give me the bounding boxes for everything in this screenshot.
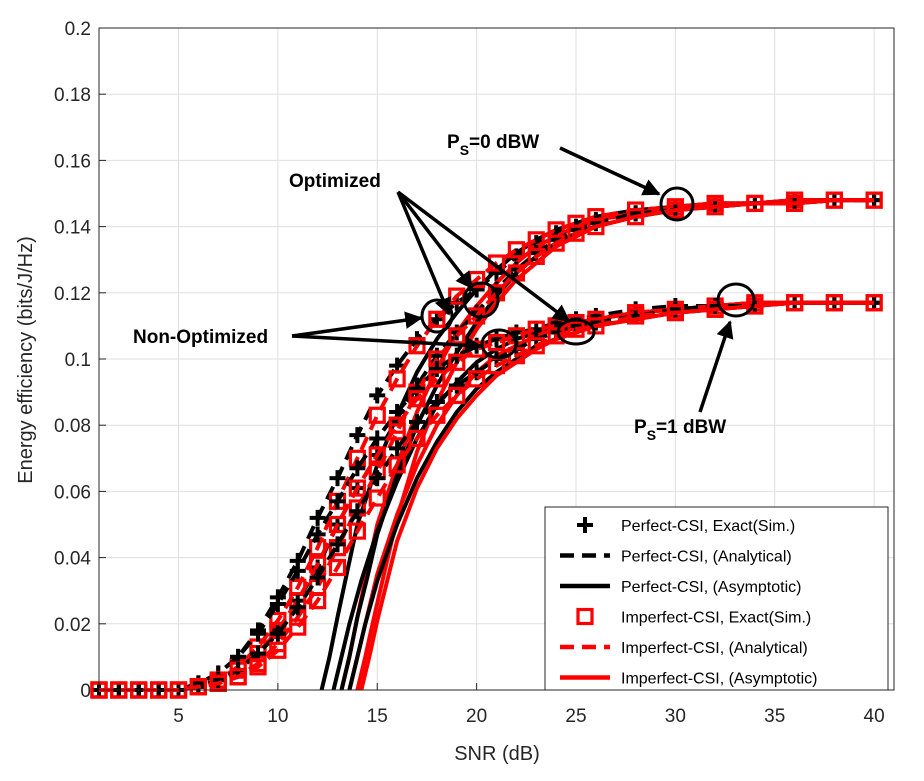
legend-label: Perfect-CSI, (Analytical) bbox=[621, 549, 792, 566]
square-marker bbox=[428, 370, 446, 388]
square-marker bbox=[368, 489, 386, 507]
series-P0-opt-line-4 bbox=[99, 198, 875, 692]
legend-label: Perfect-CSI, Exact(Sim.) bbox=[621, 518, 795, 535]
circle-ps1-right bbox=[716, 282, 756, 318]
tick-labels: 5 10 15 20 25 30 35 40 0 0.02 0.04 0.06 0.08 0.1 0.12 0… bbox=[54, 19, 885, 727]
legend-label: Imperfect-CSI, Exact(Sim.) bbox=[621, 610, 811, 627]
y-tick-label: 0.06 bbox=[54, 482, 91, 503]
y-tick-label: 0.18 bbox=[54, 85, 91, 106]
legend-item: Imperfect-CSI, (Asymptotic) bbox=[560, 671, 817, 688]
arrow-nonopt-2 bbox=[291, 334, 483, 354]
legend-item: Imperfect-CSI, (Analytical) bbox=[560, 640, 808, 657]
x-tick-label: 5 bbox=[173, 706, 184, 727]
arrow-opt-1 bbox=[396, 191, 451, 316]
square-marker bbox=[348, 479, 366, 497]
square-marker bbox=[368, 446, 386, 464]
series-P1-nonopt-line-19 bbox=[99, 300, 875, 692]
square-marker bbox=[348, 522, 366, 540]
x-tick-label: 20 bbox=[466, 706, 487, 727]
legend-item: Imperfect-CSI, Exact(Sim.) bbox=[576, 607, 811, 627]
annotation-arrows bbox=[291, 146, 734, 413]
square-marker bbox=[448, 327, 466, 345]
legend-square-marker bbox=[576, 607, 594, 626]
square-marker bbox=[229, 668, 247, 686]
x-axis-label: SNR (dB) bbox=[454, 743, 540, 765]
legend-label: Imperfect-CSI, (Asymptotic) bbox=[621, 671, 817, 688]
circle-opt-upper bbox=[462, 281, 500, 319]
annotation-non-optimized: Non-Optimized bbox=[133, 327, 268, 348]
square-marker bbox=[408, 390, 426, 408]
square-marker bbox=[269, 641, 287, 659]
annotation-optimized: Optimized bbox=[289, 171, 381, 192]
arrow-ps1 bbox=[698, 320, 734, 413]
square-marker bbox=[328, 558, 347, 577]
square-marker bbox=[388, 416, 406, 434]
y-tick-label: 0.1 bbox=[65, 350, 91, 371]
x-tick-label: 40 bbox=[864, 706, 885, 727]
square-marker bbox=[487, 333, 506, 352]
x-tick-label: 10 bbox=[267, 706, 288, 727]
series-line bbox=[99, 300, 875, 692]
y-tick-label: 0.08 bbox=[54, 416, 91, 437]
series-line bbox=[99, 300, 875, 692]
square-marker bbox=[309, 592, 327, 610]
y-tick-label: 0.02 bbox=[54, 615, 91, 636]
square-marker bbox=[448, 386, 466, 405]
series-line bbox=[99, 198, 875, 692]
square-marker bbox=[388, 456, 406, 474]
arrow-ps0 bbox=[559, 146, 661, 196]
axes-box bbox=[98, 27, 895, 691]
circle-opt-lower bbox=[556, 318, 596, 346]
square-marker bbox=[448, 353, 466, 371]
legend-label: Imperfect-CSI, (Analytical) bbox=[621, 640, 808, 657]
square-marker bbox=[388, 370, 406, 388]
legend-item: Perfect-CSI, (Asymptotic) bbox=[560, 579, 801, 596]
annotation-ps1: PS=1 dBW bbox=[634, 417, 726, 443]
arrow-opt-2 bbox=[396, 190, 474, 290]
series-P1-nonopt-line-23 bbox=[359, 300, 875, 691]
square-marker bbox=[507, 241, 525, 259]
square-marker bbox=[249, 658, 267, 676]
series-line bbox=[359, 300, 875, 691]
legend-box bbox=[544, 506, 889, 691]
y-tick-label: 0.14 bbox=[54, 218, 91, 239]
y-tick-label: 0.2 bbox=[65, 19, 91, 40]
square-marker bbox=[428, 406, 446, 424]
square-marker bbox=[468, 370, 486, 388]
annotation-ps0: PS=0 dBW bbox=[447, 132, 539, 158]
square-marker bbox=[368, 406, 386, 424]
legend-item: Perfect-CSI, Exact(Sim.) bbox=[577, 517, 795, 535]
circle-ps0-right bbox=[659, 186, 695, 222]
legend: Perfect-CSI, Exact(Sim.) Perfect-CSI, (An… bbox=[544, 506, 889, 691]
legend-item: Perfect-CSI, (Analytical) bbox=[560, 549, 792, 566]
y-tick-label: 0 bbox=[80, 681, 91, 702]
square-marker bbox=[289, 618, 307, 636]
square-marker bbox=[408, 429, 426, 448]
arrow-nonopt-1 bbox=[291, 311, 423, 338]
square-marker bbox=[328, 515, 347, 534]
x-tick-label: 35 bbox=[764, 706, 785, 727]
x-tick-label: 25 bbox=[565, 706, 586, 727]
series-P1-opt-line-13 bbox=[99, 300, 875, 692]
y-tick-label: 0.12 bbox=[54, 284, 91, 305]
legend-label: Perfect-CSI, (Asymptotic) bbox=[621, 579, 801, 596]
y-axis-label: Energy efficiency (bits/J/Hz) bbox=[15, 236, 37, 484]
x-tick-label: 30 bbox=[665, 706, 686, 727]
arrow-opt-3 bbox=[396, 190, 571, 323]
y-tick-label: 0.04 bbox=[54, 549, 91, 570]
x-tick-label: 15 bbox=[367, 706, 388, 727]
y-tick-label: 0.16 bbox=[54, 151, 91, 172]
square-marker bbox=[408, 337, 426, 355]
